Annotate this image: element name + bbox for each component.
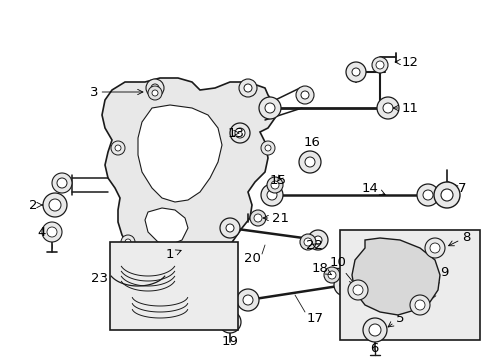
Text: 23: 23 [91, 271, 108, 284]
Circle shape [220, 218, 240, 238]
Text: 12: 12 [394, 55, 418, 68]
Circle shape [416, 184, 438, 206]
Text: 18: 18 [311, 261, 331, 275]
Circle shape [219, 311, 241, 333]
Text: 16: 16 [303, 135, 320, 149]
Circle shape [375, 61, 383, 69]
Circle shape [261, 141, 274, 155]
Text: 1: 1 [165, 248, 181, 261]
Text: 21: 21 [263, 212, 288, 225]
Text: 9: 9 [430, 266, 447, 300]
Circle shape [433, 182, 459, 208]
Circle shape [382, 103, 392, 113]
Circle shape [270, 181, 279, 189]
Circle shape [49, 199, 61, 211]
Text: 8: 8 [447, 230, 469, 246]
Circle shape [244, 84, 251, 92]
Circle shape [253, 214, 262, 222]
Circle shape [146, 79, 163, 97]
Circle shape [346, 62, 365, 82]
Circle shape [266, 177, 283, 193]
Circle shape [301, 91, 308, 99]
Circle shape [42, 222, 62, 242]
Circle shape [414, 300, 424, 310]
Circle shape [295, 86, 313, 104]
Circle shape [125, 239, 131, 245]
Circle shape [148, 86, 162, 100]
Circle shape [368, 324, 380, 336]
Circle shape [175, 272, 195, 292]
Circle shape [440, 189, 452, 201]
Circle shape [151, 84, 159, 92]
Circle shape [324, 267, 339, 283]
Text: 13: 13 [227, 126, 244, 140]
Text: 14: 14 [361, 181, 385, 195]
Circle shape [339, 280, 349, 290]
Text: 20: 20 [243, 252, 260, 265]
Text: 15: 15 [269, 174, 286, 186]
Polygon shape [102, 78, 274, 260]
Circle shape [52, 173, 72, 193]
Circle shape [43, 193, 67, 217]
Text: 7: 7 [457, 181, 466, 194]
Circle shape [225, 224, 234, 232]
Circle shape [347, 280, 367, 300]
Circle shape [351, 68, 359, 76]
Text: 5: 5 [387, 311, 404, 327]
Circle shape [376, 97, 398, 119]
Polygon shape [138, 105, 222, 202]
Circle shape [266, 190, 276, 200]
Circle shape [305, 157, 314, 167]
Circle shape [333, 274, 355, 296]
Circle shape [57, 178, 67, 188]
Circle shape [304, 238, 311, 246]
Circle shape [307, 230, 327, 250]
Circle shape [261, 184, 283, 206]
Text: 2: 2 [29, 198, 42, 212]
Circle shape [264, 103, 274, 113]
Text: 10: 10 [328, 256, 354, 284]
Bar [339, 230, 479, 340]
Circle shape [121, 235, 135, 249]
Circle shape [409, 295, 429, 315]
Circle shape [422, 190, 432, 200]
Circle shape [181, 278, 189, 286]
Circle shape [299, 234, 315, 250]
Text: 4: 4 [38, 225, 46, 239]
Text: 6: 6 [369, 342, 377, 355]
Circle shape [371, 57, 387, 73]
Bar [110, 242, 238, 330]
Circle shape [362, 318, 386, 342]
Circle shape [327, 271, 335, 279]
Circle shape [298, 151, 320, 173]
Circle shape [424, 238, 444, 258]
Circle shape [229, 123, 249, 143]
Text: 19: 19 [221, 335, 238, 348]
Circle shape [152, 90, 158, 96]
Circle shape [235, 128, 244, 138]
Text: 22: 22 [305, 239, 323, 252]
Circle shape [115, 145, 121, 151]
Circle shape [237, 289, 259, 311]
Circle shape [264, 145, 270, 151]
Circle shape [259, 97, 281, 119]
Circle shape [239, 79, 257, 97]
Polygon shape [351, 238, 439, 315]
Text: 3: 3 [89, 86, 142, 99]
Circle shape [313, 236, 321, 244]
Circle shape [243, 295, 252, 305]
Circle shape [249, 210, 265, 226]
Circle shape [111, 141, 125, 155]
Text: 17: 17 [306, 311, 323, 324]
Text: 11: 11 [392, 102, 418, 114]
Circle shape [352, 285, 362, 295]
Circle shape [47, 227, 57, 237]
Circle shape [429, 243, 439, 253]
Circle shape [224, 317, 235, 327]
Polygon shape [145, 208, 187, 245]
